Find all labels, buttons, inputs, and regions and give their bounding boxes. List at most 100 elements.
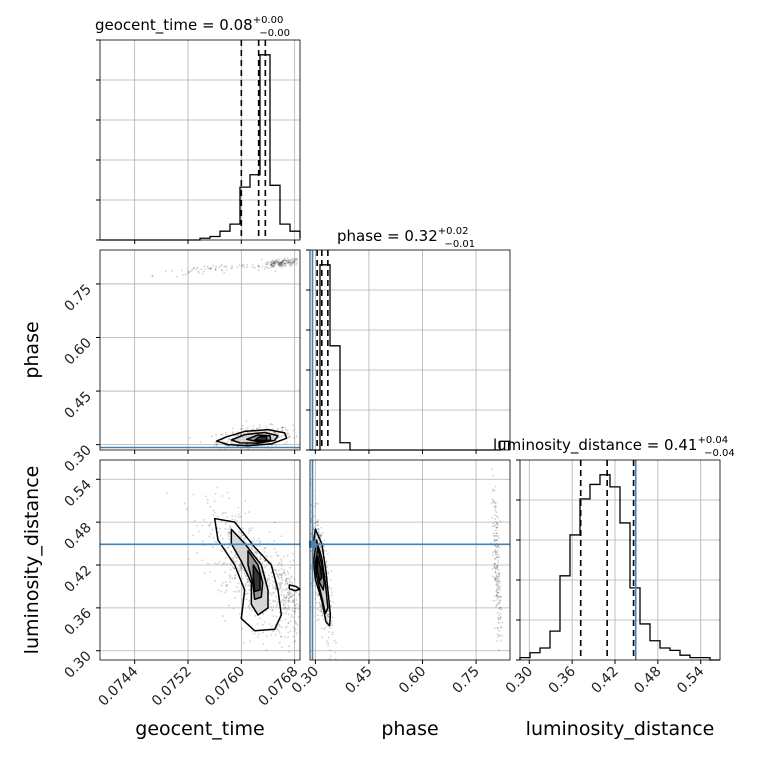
sample-point: [284, 612, 287, 615]
sample-point: [235, 519, 238, 522]
sample-point: [495, 578, 498, 580]
sample-point: [497, 572, 500, 575]
sample-point: [191, 268, 194, 271]
sample-point: [234, 562, 237, 565]
sample-point: [282, 260, 285, 263]
sample-point: [259, 557, 262, 560]
sample-point: [499, 599, 502, 602]
sample-point: [232, 556, 235, 559]
sample-point: [209, 533, 212, 535]
sample-point: [215, 541, 218, 544]
sample-point: [281, 262, 284, 264]
sample-point: [242, 264, 245, 267]
sample-point: [496, 522, 499, 525]
sample-point: [290, 595, 293, 598]
sample-point: [240, 433, 243, 436]
sample-point: [274, 270, 277, 273]
sample-point: [228, 576, 231, 579]
sample-point: [236, 560, 239, 563]
sample-point: [281, 264, 284, 267]
sample-point: [494, 535, 497, 538]
sample-point: [288, 592, 291, 595]
ylabel-phase: phase: [21, 321, 43, 378]
scatter-dist-geocent: [166, 486, 301, 661]
sample-point: [327, 609, 330, 612]
sample-point: [239, 564, 241, 567]
sample-point: [294, 628, 297, 630]
sample-point: [224, 581, 227, 583]
sample-point: [287, 631, 290, 634]
sample-point: [291, 261, 294, 264]
sample-point: [495, 515, 498, 517]
sample-point: [276, 574, 279, 577]
sample-point: [283, 596, 286, 599]
sample-point: [496, 534, 499, 537]
sample-point: [283, 263, 286, 265]
sample-point: [323, 628, 326, 631]
sample-point: [491, 554, 494, 557]
sample-point: [248, 599, 251, 602]
contours-dist-geocent: [213, 517, 301, 632]
sample-point: [313, 525, 315, 528]
sample-point: [281, 260, 284, 263]
sample-point: [497, 549, 499, 552]
sample-point: [320, 526, 323, 529]
sample-point: [234, 560, 236, 563]
sample-point: [284, 262, 286, 265]
contour-level-1: [311, 528, 332, 627]
sample-point: [257, 265, 260, 268]
sample-point: [203, 518, 205, 521]
sample-point: [328, 585, 331, 588]
sample-point: [273, 431, 276, 434]
sample-point: [215, 265, 217, 268]
sample-point: [234, 573, 237, 576]
sample-point: [280, 576, 283, 579]
sample-point: [243, 539, 246, 542]
sample-point: [499, 580, 502, 583]
sample-point: [241, 627, 244, 630]
sample-point: [495, 604, 498, 607]
sample-point: [285, 626, 287, 629]
sample-point: [215, 443, 218, 446]
sample-point: [284, 606, 286, 608]
sample-point: [248, 607, 251, 610]
sample-point: [315, 601, 318, 604]
sample-point: [220, 433, 222, 436]
sample-point: [219, 527, 222, 530]
sample-point: [270, 423, 273, 425]
sample-point: [225, 556, 227, 559]
sample-point: [283, 603, 285, 606]
sample-point: [273, 599, 276, 602]
sample-point: [284, 428, 287, 431]
sample-point: [216, 563, 219, 565]
sample-point: [287, 613, 290, 616]
sample-point: [496, 578, 499, 581]
sample-point: [277, 600, 279, 603]
sample-point: [294, 259, 297, 262]
sample-point: [274, 260, 277, 262]
sample-point: [280, 574, 282, 576]
sample-point: [318, 534, 321, 536]
sample-point: [496, 627, 499, 630]
sample-point: [236, 434, 239, 437]
sample-point: [269, 582, 271, 585]
sample-point: [180, 269, 183, 272]
sample-point: [286, 441, 288, 444]
panel-phase-hist: [309, 249, 511, 451]
sample-point: [329, 655, 332, 658]
sample-point: [281, 426, 284, 429]
sample-point: [278, 611, 281, 614]
sample-point: [231, 264, 233, 267]
sample-point: [246, 426, 249, 429]
sample-point: [496, 580, 499, 583]
sample-point: [270, 264, 273, 266]
sample-point: [500, 585, 502, 588]
sample-point: [280, 435, 283, 438]
sample-point: [280, 577, 283, 580]
sample-point: [313, 515, 316, 518]
sample-point: [496, 552, 499, 555]
sample-point: [294, 604, 297, 607]
sample-point: [325, 566, 328, 569]
sample-point: [298, 616, 300, 619]
sample-point: [277, 260, 279, 263]
